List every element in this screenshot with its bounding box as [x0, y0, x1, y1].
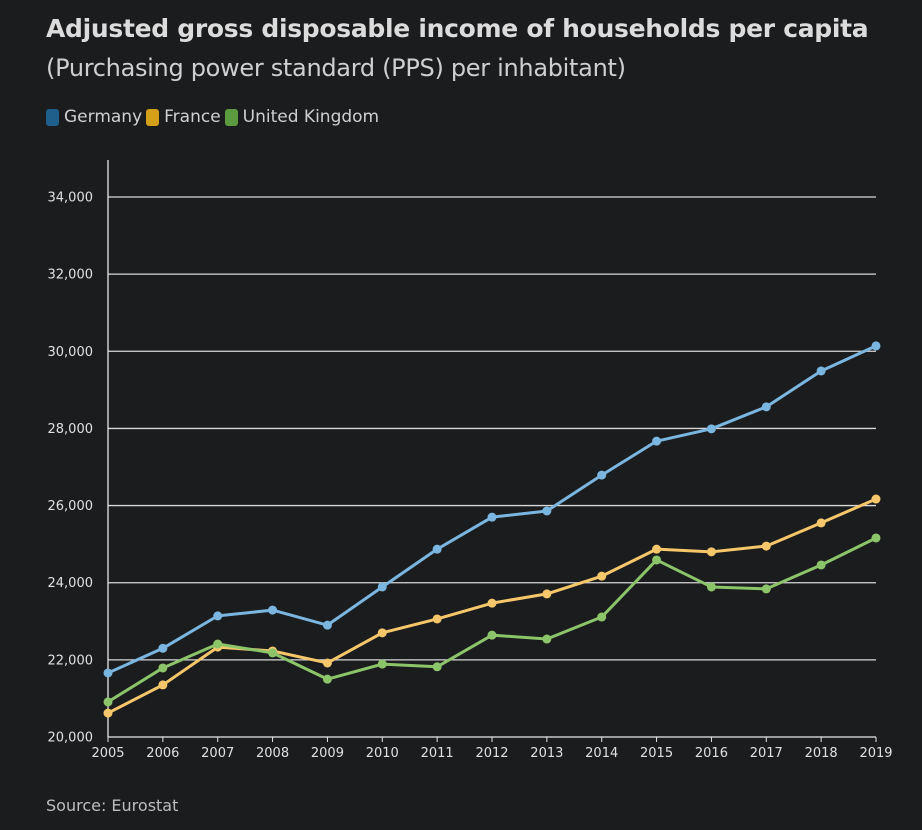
legend-label: Germany: [64, 107, 143, 127]
x-tick-label: 2015: [640, 746, 673, 761]
data-point-france: [542, 589, 552, 599]
x-tick-label: 2007: [201, 746, 234, 761]
data-point-france: [103, 708, 113, 718]
data-point-france: [761, 541, 771, 551]
y-tick-label: 26,000: [48, 499, 94, 514]
data-point-united-kingdom: [322, 674, 332, 684]
x-tick-label: 2013: [530, 746, 563, 761]
data-point-united-kingdom: [268, 648, 278, 658]
chart-title: Adjusted gross disposable income of hous…: [46, 14, 869, 43]
y-tick-label: 34,000: [48, 191, 94, 206]
data-point-germany: [816, 366, 826, 376]
data-point-germany: [597, 470, 607, 480]
y-tick-label: 30,000: [48, 345, 94, 360]
data-point-france: [158, 680, 168, 690]
x-tick-label: 2016: [695, 746, 728, 761]
data-point-germany: [213, 611, 223, 621]
data-point-germany: [268, 605, 278, 615]
x-tick-label: 2014: [585, 746, 618, 761]
data-point-germany: [158, 643, 168, 653]
data-point-united-kingdom: [487, 630, 497, 640]
data-point-united-kingdom: [652, 555, 662, 565]
data-point-germany: [871, 341, 881, 351]
data-point-germany: [322, 620, 332, 630]
y-tick-label: 20,000: [48, 731, 94, 746]
series-line-united-kingdom: [107, 536, 877, 704]
x-tick-label: 2011: [421, 746, 454, 761]
data-point-united-kingdom: [761, 584, 771, 594]
data-point-united-kingdom: [816, 560, 826, 570]
x-tick-label: 2019: [859, 746, 892, 761]
legend-item-france: France: [146, 107, 221, 127]
series-line-germany: [107, 344, 877, 675]
legend-item-united-kingdom: United Kingdom: [224, 107, 380, 127]
x-tick-label: 2017: [750, 746, 783, 761]
x-tick-label: 2018: [805, 746, 838, 761]
data-point-france: [652, 544, 662, 554]
x-tick-label: 2012: [475, 746, 508, 761]
data-point-france: [432, 614, 442, 624]
y-tick-label: 28,000: [48, 422, 94, 437]
data-point-united-kingdom: [542, 634, 552, 644]
legend-label: France: [164, 107, 221, 127]
data-point-france: [816, 518, 826, 528]
data-point-france: [487, 598, 497, 608]
data-point-germany: [706, 424, 716, 434]
source-note: Source: Eurostat: [46, 796, 179, 815]
x-tick-label: 2006: [146, 746, 179, 761]
x-tick-label: 2005: [91, 746, 124, 761]
x-tick-label: 2009: [311, 746, 344, 761]
y-tick-label: 32,000: [48, 268, 94, 283]
data-point-germany: [432, 544, 442, 554]
data-point-united-kingdom: [103, 697, 113, 707]
y-tick-label: 24,000: [48, 576, 94, 591]
x-tick-label: 2008: [256, 746, 289, 761]
legend-swatch-united-kingdom: [224, 108, 238, 126]
data-point-united-kingdom: [377, 659, 387, 669]
legend-swatch-germany: [46, 108, 59, 126]
legend: Germany France United Kingdom: [46, 107, 383, 127]
chart-subtitle: (Purchasing power standard (PPS) per inh…: [46, 54, 626, 82]
x-tick-label: 2010: [366, 746, 399, 761]
data-point-united-kingdom: [213, 639, 223, 649]
data-point-united-kingdom: [432, 662, 442, 672]
legend-label: United Kingdom: [242, 107, 380, 127]
data-point-united-kingdom: [706, 582, 716, 592]
data-point-germany: [487, 512, 497, 522]
data-point-france: [871, 494, 881, 504]
data-point-france: [322, 658, 332, 668]
data-point-germany: [652, 436, 662, 446]
data-point-germany: [377, 582, 387, 592]
data-point-germany: [761, 402, 771, 412]
data-point-france: [597, 571, 607, 581]
data-point-germany: [542, 506, 552, 516]
data-point-france: [377, 628, 387, 638]
legend-swatch-france: [146, 108, 160, 126]
data-point-united-kingdom: [158, 663, 168, 673]
data-point-germany: [103, 668, 113, 678]
data-point-united-kingdom: [597, 612, 607, 622]
y-tick-label: 22,000: [48, 653, 94, 668]
data-point-united-kingdom: [871, 533, 881, 543]
data-point-france: [706, 547, 716, 557]
legend-item-germany: Germany: [46, 107, 142, 127]
